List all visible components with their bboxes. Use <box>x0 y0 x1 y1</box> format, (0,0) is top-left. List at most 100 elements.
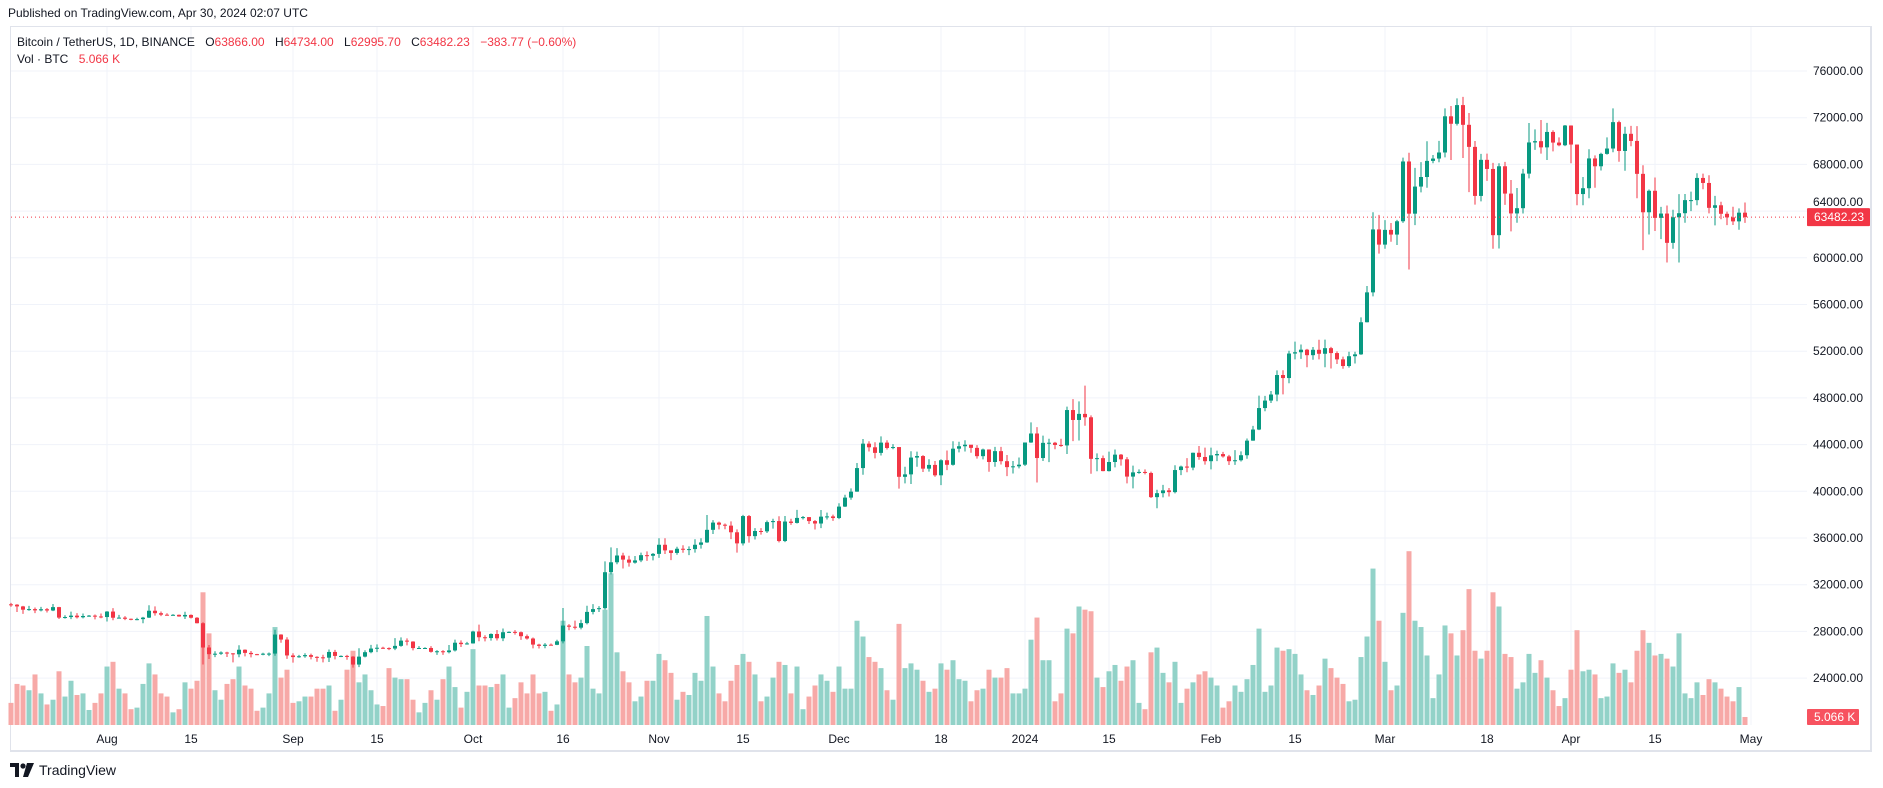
candle-body <box>849 491 853 498</box>
candle-body <box>105 611 109 618</box>
candle-body <box>591 609 595 612</box>
candle-body <box>117 617 121 619</box>
candle-body <box>777 521 781 542</box>
volume-bar <box>1208 677 1214 725</box>
volume-bar <box>632 701 638 725</box>
candle-body <box>1485 159 1489 169</box>
volume-bar <box>602 609 608 725</box>
volume-bar <box>1706 679 1712 725</box>
volume-bar <box>1220 707 1226 725</box>
candle-body <box>801 517 805 519</box>
candle-body <box>663 544 667 551</box>
volume-bar <box>254 710 260 725</box>
volume-bar <box>470 649 476 725</box>
volume-bar <box>1232 685 1238 725</box>
volume-bar <box>410 699 416 725</box>
symbol-title[interactable]: Bitcoin / TetherUS, 1D, BINANCE <box>17 35 195 49</box>
candle-body <box>903 474 907 477</box>
ohlc-legend[interactable]: Bitcoin / TetherUS, 1D, BINANCE O63866.0… <box>17 35 576 49</box>
volume-bar <box>404 679 410 725</box>
candle-body <box>1107 461 1111 472</box>
volume-bar <box>158 693 164 725</box>
candle-body <box>993 451 997 462</box>
volume-bar <box>362 674 368 725</box>
candle-body <box>1143 471 1147 473</box>
volume-bar <box>764 696 770 725</box>
volume-bar <box>1556 706 1562 725</box>
volume-bar <box>1592 674 1598 725</box>
volume-bar <box>980 688 986 725</box>
volume-bar <box>578 677 584 725</box>
volume-bar <box>1226 701 1232 725</box>
candle-body <box>225 652 229 654</box>
volume-bar <box>1646 642 1652 725</box>
volume-bar <box>392 677 398 725</box>
candle-body <box>495 633 499 639</box>
volume-bar <box>308 696 314 725</box>
candle-body <box>1011 466 1015 468</box>
candle-body <box>33 609 37 611</box>
candle-body <box>201 623 205 648</box>
candle-body <box>705 529 709 543</box>
published-caption: Published on TradingView.com, Apr 30, 20… <box>8 6 308 20</box>
volume-bar <box>1010 693 1016 725</box>
candle-body <box>879 442 883 453</box>
volume-bar <box>704 615 710 725</box>
candle-body <box>1131 472 1135 477</box>
candle-body <box>87 615 91 617</box>
candle-body <box>249 652 253 655</box>
candle-body <box>1329 348 1333 354</box>
candle-body <box>621 555 625 560</box>
candle-body <box>15 604 19 607</box>
volume-bar <box>572 682 578 725</box>
candle-body <box>1191 452 1195 468</box>
time-tick-label: 16 <box>556 732 570 746</box>
volume-bar <box>812 685 818 725</box>
volume-bar <box>1298 674 1304 725</box>
volume-bar <box>1568 669 1574 725</box>
volume-bar <box>614 652 620 725</box>
candle-body <box>309 655 313 657</box>
volume-bar <box>698 680 704 725</box>
volume-bar <box>752 674 758 725</box>
volume-bar <box>230 679 236 725</box>
candle-body <box>537 644 541 646</box>
volume-bar <box>1460 630 1466 725</box>
volume-bar <box>548 710 554 725</box>
volume-bar <box>50 699 56 725</box>
volume-bar <box>1634 650 1640 725</box>
volume-bar <box>212 690 218 725</box>
volume-bar <box>662 660 668 725</box>
candle-body <box>1233 460 1237 462</box>
candle-body <box>387 648 391 650</box>
candle-body <box>1209 455 1213 462</box>
candle-body <box>543 644 547 646</box>
volume-legend[interactable]: Vol · BTC 5.066 K <box>17 52 120 66</box>
candle-body <box>813 521 817 524</box>
candle-body <box>1371 229 1375 293</box>
candle-body <box>1077 413 1081 420</box>
volume-bar <box>8 702 14 725</box>
candle-body <box>1023 442 1027 465</box>
candle-body <box>1185 466 1189 468</box>
volume-bar <box>824 680 830 725</box>
volume-bar <box>38 693 44 725</box>
volume-bar <box>20 685 26 725</box>
candle-body <box>1635 140 1639 174</box>
tradingview-brand[interactable]: TradingView <box>39 762 117 778</box>
volume-bar <box>1700 694 1706 725</box>
volume-bar <box>140 683 146 725</box>
candle-body <box>735 532 739 544</box>
volume-label[interactable]: Vol · BTC <box>17 52 69 66</box>
chart-frame <box>10 26 1872 752</box>
candle-body <box>81 615 85 618</box>
candle-body <box>561 625 565 642</box>
volume-bar <box>1472 650 1478 725</box>
candle-body <box>1293 352 1297 354</box>
candle-body <box>291 655 295 658</box>
candle-body <box>441 651 445 653</box>
last-volume-label-box <box>1807 709 1859 725</box>
volume-bar <box>1610 663 1616 725</box>
volume-bar <box>1418 627 1424 725</box>
